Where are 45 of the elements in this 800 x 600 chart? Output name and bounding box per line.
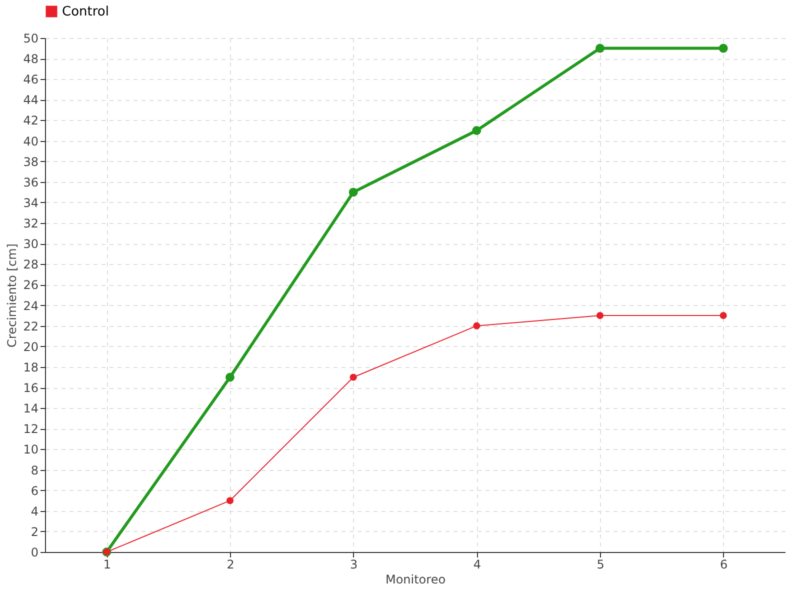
point [472, 126, 482, 135]
x-axis-title: Monitoreo [385, 572, 446, 586]
y-tick-label: 24 [23, 298, 38, 313]
x-tick-label: 5 [596, 558, 604, 572]
point [596, 44, 604, 53]
point [718, 44, 728, 53]
y-tick-label: 34 [23, 196, 38, 210]
y-tick-label: 16 [23, 381, 38, 396]
y-tick-label: 18 [23, 360, 38, 374]
y-tick-label: 44 [23, 93, 38, 108]
y-tick-label: 0 [30, 546, 38, 560]
point [348, 188, 358, 197]
y-tick-label: 6 [30, 484, 38, 498]
x-tick-label: 4 [473, 558, 481, 572]
point [720, 312, 727, 320]
y-tick-label: 4 [30, 504, 38, 518]
y-tick-label: 32 [23, 216, 38, 231]
y-tick-label: 22 [23, 319, 38, 334]
x-tick-label: 2 [226, 558, 234, 572]
x-tick-label: 6 [720, 558, 728, 572]
y-tick-label: 2 [30, 524, 38, 539]
y-tick-label: 8 [30, 463, 38, 478]
point [473, 322, 480, 330]
y-tick-label: 38 [23, 154, 38, 169]
y-tick-label: 40 [23, 134, 38, 148]
y-tick-label: 14 [23, 402, 38, 416]
x-tick-label: 1 [103, 558, 111, 572]
y-tick-label: 20 [23, 340, 38, 354]
y-tick-label: 46 [23, 72, 38, 87]
y-tick-label: 42 [23, 114, 38, 128]
point [226, 497, 234, 504]
y-tick-label: 28 [23, 258, 38, 272]
y-tick-label: 36 [23, 175, 38, 190]
y-tick-label: 30 [23, 237, 38, 252]
point [226, 372, 234, 382]
y-tick-label: 10 [23, 442, 38, 457]
y-tick-label: 12 [23, 422, 38, 436]
y-tick-label: 50 [23, 32, 38, 46]
y-tick-label: 48 [23, 52, 38, 66]
y-tick-label: 26 [23, 278, 38, 292]
y-axis-title: Crecimiento [cm] [5, 244, 20, 348]
point [350, 374, 357, 381]
legend-label: Control [62, 4, 109, 20]
x-tick-label: 3 [350, 558, 358, 572]
point [596, 312, 604, 320]
